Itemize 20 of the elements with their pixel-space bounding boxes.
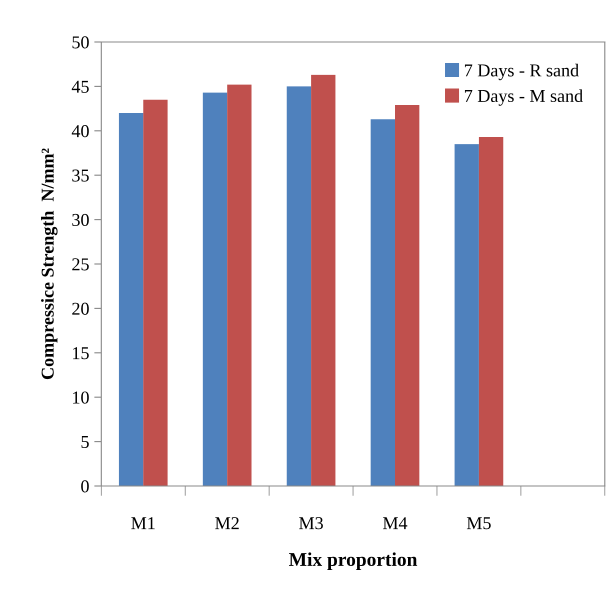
y-tick-label: 10: [73, 391, 89, 404]
x-axis-title: Mix proportion: [289, 552, 418, 570]
y-tick-label: 20: [72, 302, 89, 315]
y-tick-label: 45: [72, 80, 89, 93]
y-tick-label: 50: [72, 36, 89, 48]
y-axis-title: Compressice Strength N/mm²: [41, 148, 58, 380]
y-tick-label: 5: [82, 436, 89, 448]
x-tick-label: M1: [131, 517, 155, 530]
x-tick-label: M2: [215, 517, 239, 530]
y-tick-label: 35: [72, 170, 89, 182]
x-tick-label: M4: [382, 517, 408, 530]
y-tick-label: 30: [72, 214, 89, 226]
x-tick-label: M3: [299, 517, 323, 530]
y-tick-label: 15: [73, 347, 89, 360]
y-tick-label: 25: [72, 258, 89, 270]
legend-label: 7 Days - R sand: [464, 64, 579, 80]
x-tick-label: M5: [466, 517, 491, 530]
y-tick-label: 0: [81, 480, 89, 492]
legend-label: 7 Days - M sand: [464, 89, 583, 106]
y-tick-label: 40: [72, 125, 89, 138]
